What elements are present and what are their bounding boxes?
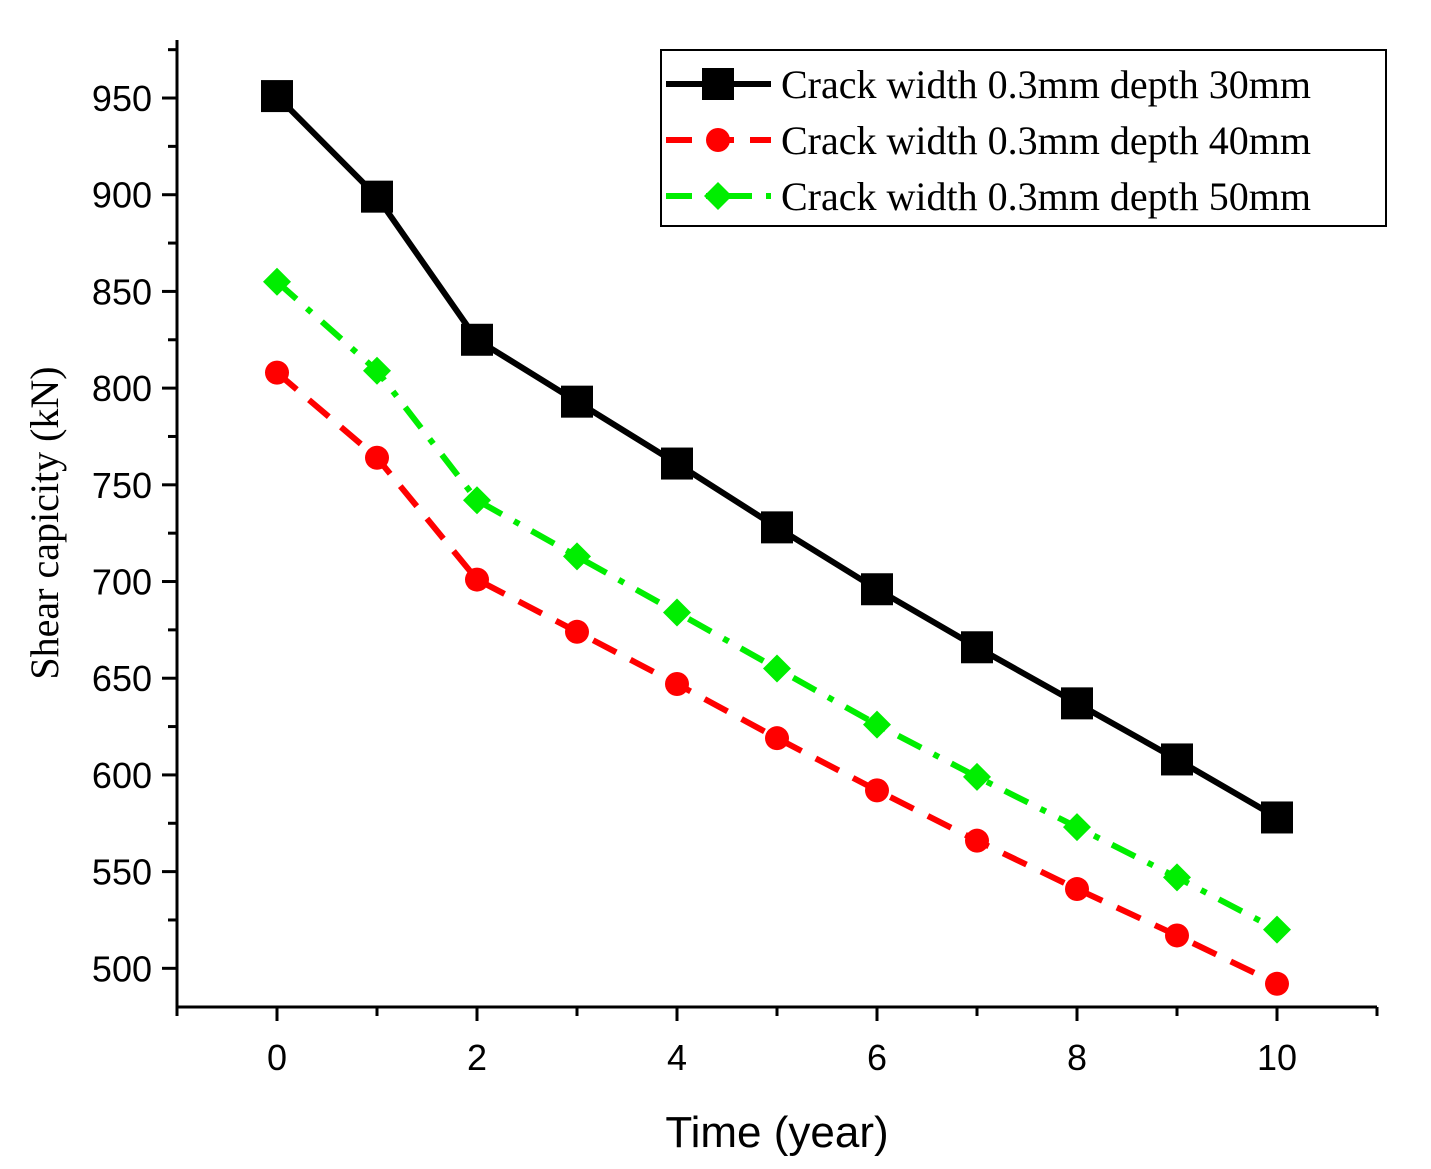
data-point <box>361 180 393 213</box>
data-point <box>461 323 493 356</box>
x-tick-label: 4 <box>667 1037 687 1078</box>
x-tick-label: 2 <box>467 1037 487 1078</box>
data-point <box>365 445 389 470</box>
data-point <box>363 356 391 385</box>
data-point <box>865 778 889 803</box>
legend-marker <box>704 182 732 210</box>
x-ticks: 0 2 4 6 8 10 <box>175 1007 1379 1078</box>
legend-marker <box>706 128 730 152</box>
series-1 <box>261 80 1293 834</box>
y-tick-label: 750 <box>92 465 152 506</box>
data-point <box>1165 923 1189 948</box>
series-3 <box>263 267 1291 944</box>
legend-label: Crack width 0.3mm depth 50mm <box>781 174 1311 219</box>
data-point <box>1061 687 1093 720</box>
data-point <box>261 80 293 113</box>
data-point <box>965 828 989 853</box>
series-2 <box>265 360 1289 996</box>
y-tick-label: 800 <box>92 368 152 409</box>
data-point <box>565 619 589 644</box>
y-tick-label: 550 <box>92 852 152 893</box>
x-tick-label: 0 <box>267 1037 287 1078</box>
legend-marker <box>702 68 734 100</box>
y-tick-label: 700 <box>92 562 152 603</box>
y-tick-label: 950 <box>92 78 152 119</box>
data-point <box>761 511 793 544</box>
data-point <box>1265 971 1289 996</box>
legend-label: Crack width 0.3mm depth 30mm <box>781 62 1311 107</box>
data-point <box>561 385 593 418</box>
data-point <box>861 573 893 606</box>
x-tick-label: 6 <box>867 1037 887 1078</box>
y-tick-label: 900 <box>92 175 152 216</box>
y-tick-label: 500 <box>92 948 152 989</box>
data-point <box>1063 813 1091 842</box>
data-point <box>563 542 591 571</box>
legend-label: Crack width 0.3mm depth 40mm <box>781 118 1311 163</box>
data-point <box>265 360 289 385</box>
data-point <box>963 762 991 791</box>
data-point <box>1261 801 1293 834</box>
x-axis-title: Time (year) <box>665 1108 888 1157</box>
legend-box <box>660 49 1387 227</box>
data-point <box>765 726 789 751</box>
legend: Crack width 0.3mm depth 30mm Crack width … <box>660 49 1387 227</box>
data-point <box>665 672 689 697</box>
data-point <box>463 486 491 515</box>
data-point <box>763 654 791 683</box>
y-tick-label: 650 <box>92 658 152 699</box>
legend-item-3: Crack width 0.3mm depth 50mm <box>666 174 1311 219</box>
data-point <box>663 598 691 627</box>
y-tick-label: 850 <box>92 271 152 312</box>
data-point <box>1065 877 1089 902</box>
data-point <box>1163 863 1191 892</box>
legend-item-1: Crack width 0.3mm depth 30mm <box>666 62 1311 107</box>
data-point <box>465 567 489 592</box>
y-axis-title: Shear capicity (kN) <box>22 366 67 679</box>
data-point <box>863 710 891 739</box>
data-point <box>661 447 693 480</box>
y-ticks: 500 550 600 650 700 750 800 850 900 950 <box>92 48 177 989</box>
y-tick-label: 600 <box>92 755 152 796</box>
series-line <box>275 279 1279 933</box>
data-point <box>1161 743 1193 776</box>
data-point <box>961 631 993 664</box>
x-tick-label: 8 <box>1067 1037 1087 1078</box>
data-point <box>1263 915 1291 944</box>
data-point <box>263 267 291 296</box>
x-tick-label: 10 <box>1257 1037 1297 1078</box>
legend-item-2: Crack width 0.3mm depth 40mm <box>666 118 1311 163</box>
series-layer <box>261 80 1293 996</box>
